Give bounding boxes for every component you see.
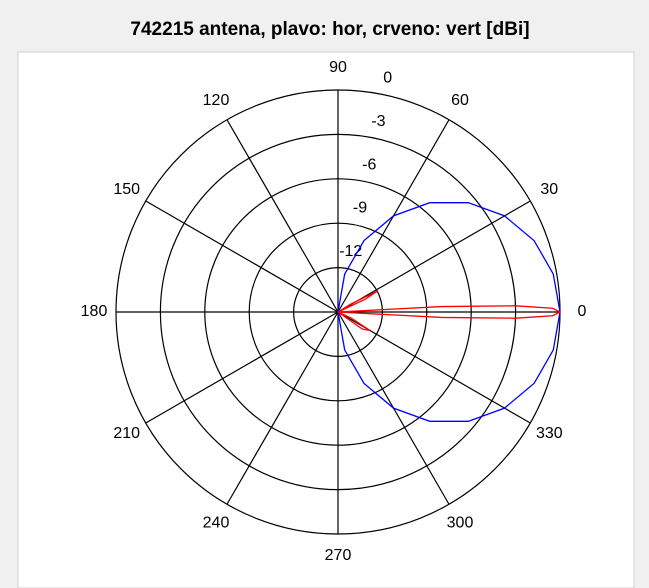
theta-tick-label: 330 [536, 425, 563, 442]
theta-tick-label: 180 [81, 303, 108, 320]
r-tick-label: 0 [383, 69, 392, 86]
series-line [337, 290, 562, 332]
theta-tick-label: 120 [203, 92, 230, 109]
spoke [226, 119, 339, 313]
spoke [337, 200, 531, 313]
r-tick-label: -6 [362, 156, 376, 173]
theta-tick-label: 240 [203, 515, 230, 532]
r-tick-label: -12 [339, 243, 362, 260]
theta-tick-label: 300 [447, 515, 474, 532]
r-tick-label: -9 [353, 200, 367, 217]
spoke [145, 311, 339, 424]
spoke [145, 200, 339, 313]
plot-area [17, 51, 635, 588]
theta-tick-label: 90 [329, 59, 347, 76]
theta-tick-label: 60 [451, 92, 469, 109]
theta-tick-label: 0 [578, 303, 587, 320]
theta-tick-label: 150 [113, 181, 140, 198]
theta-tick-label: 30 [540, 181, 558, 198]
spoke [226, 311, 339, 505]
theta-tick-label: 210 [113, 425, 140, 442]
r-tick-label: -3 [371, 113, 385, 130]
chart-title: 742215 antena, plavo: hor, crveno: vert … [130, 19, 529, 40]
theta-tick-label: 270 [325, 547, 352, 564]
